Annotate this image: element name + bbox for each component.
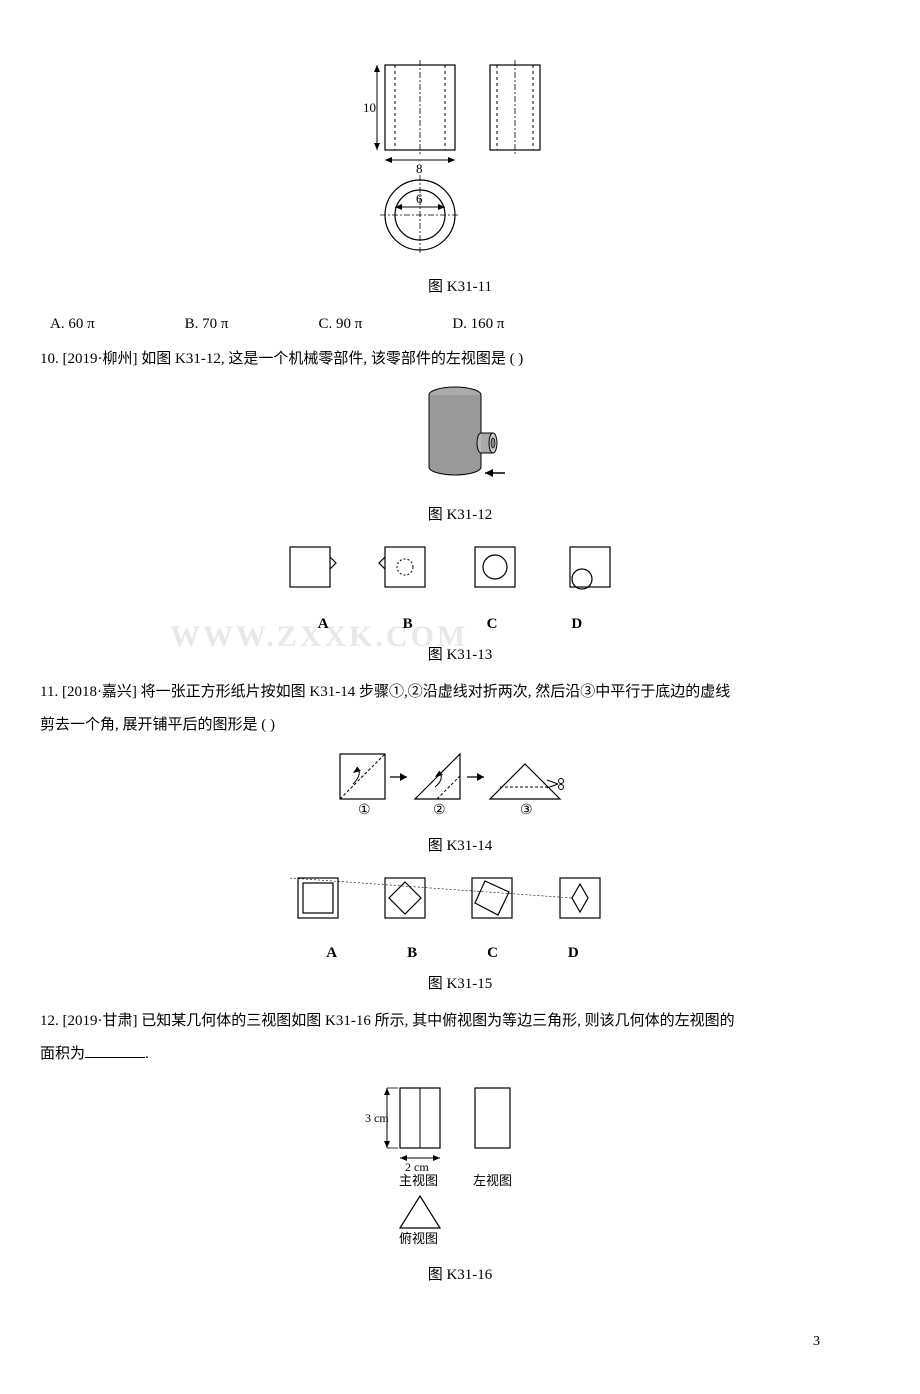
fig11-caption: 图 K31-11: [40, 274, 880, 301]
fig15-b: B: [407, 940, 417, 967]
q11-text-a: 11. [2018·嘉兴] 将一张正方形纸片按如图 K31-14 步骤①,②沿虚…: [40, 679, 880, 706]
q12-text-b: 面积为: [40, 1046, 85, 1062]
fig13-b: B: [403, 611, 413, 638]
fig13-c: C: [487, 611, 498, 638]
fig12-caption: 图 K31-12: [40, 502, 880, 529]
q9-opt-a: A. 60 π: [50, 311, 95, 338]
fig13-caption: 图 K31-13: [40, 642, 880, 669]
figure-k31-16: 3 cm 2 cm 主视图 左视图 俯视图 图 K31-16: [40, 1078, 880, 1289]
fig15-caption: 图 K31-15: [40, 971, 880, 998]
fig14-caption: 图 K31-14: [40, 833, 880, 860]
q9-opt-b: B. 70 π: [185, 311, 229, 338]
fig16-main: 主视图: [399, 1173, 438, 1188]
fig16-caption: 图 K31-16: [40, 1262, 880, 1289]
fig14-label2: ②: [433, 803, 446, 818]
fig13-d: D: [571, 611, 582, 638]
figure-k31-13: A B C D 图 K31-13: [40, 539, 880, 669]
fig16-2cm: 2 cm: [405, 1160, 429, 1174]
q10-text: 10. [2019·柳州] 如图 K31-12, 这是一个机械零部件, 该零部件…: [40, 346, 880, 373]
figure-k31-12: 图 K31-12: [40, 383, 880, 529]
q9-options: A. 60 π B. 70 π C. 90 π D. 160 π: [50, 311, 880, 338]
q9-opt-d: D. 160 π: [452, 311, 504, 338]
fig11-dim-10: 10: [363, 100, 376, 115]
fig15-a: A: [326, 940, 337, 967]
fig15-d: D: [568, 940, 579, 967]
page-number: 3: [40, 1329, 880, 1354]
figure-k31-11: 10 8 6 图 K31-11: [40, 60, 880, 301]
fig11-dim-8: 8: [416, 161, 423, 176]
q11-text-b: 剪去一个角, 展开铺平后的图形是 ( ): [40, 712, 880, 739]
q12-text-a: 12. [2019·甘肃] 已知某几何体的三视图如图 K31-16 所示, 其中…: [40, 1008, 880, 1035]
fig14-label1: ①: [358, 803, 371, 818]
q9-opt-c: C. 90 π: [318, 311, 362, 338]
figure-k31-15: A B C D 图 K31-15: [40, 870, 880, 998]
fig11-dim-6: 6: [416, 191, 423, 206]
fig16-left: 左视图: [473, 1173, 512, 1188]
fig13-a: A: [318, 611, 329, 638]
fig16-top: 俯视图: [399, 1231, 438, 1246]
fig16-3cm: 3 cm: [365, 1111, 389, 1125]
q12-blank: [85, 1042, 145, 1058]
fig15-c: C: [487, 940, 498, 967]
fig14-label3: ③: [520, 803, 533, 818]
figure-k31-14: ① ② ③ 图 K31-14: [40, 749, 880, 860]
